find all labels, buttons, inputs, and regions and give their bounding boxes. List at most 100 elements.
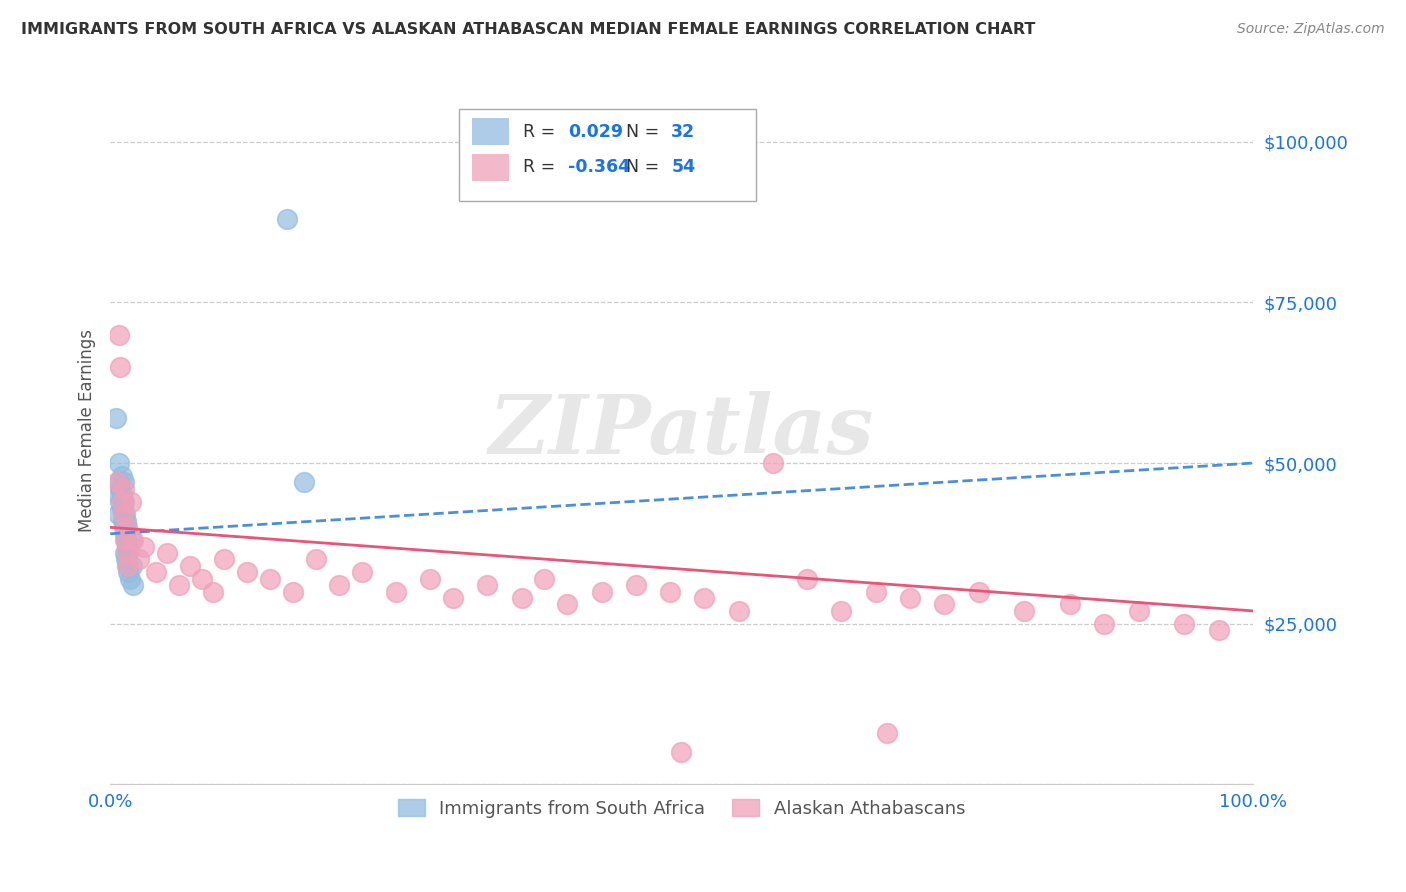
Point (441, 591, 464, 605)
Point (727, 604, 749, 618)
Point (108, 327, 131, 342)
Point (762, 456, 785, 470)
Point (115, 533, 138, 548)
Point (110, 488, 132, 502)
Point (117, 546, 139, 560)
Point (214, 552, 236, 566)
Point (110, 494, 132, 508)
Point (114, 533, 136, 548)
Point (1128, 604, 1150, 618)
Point (107, 488, 129, 502)
Point (1059, 598, 1081, 612)
Text: R =: R = (523, 158, 561, 177)
Point (107, 508, 129, 522)
Point (110, 469, 132, 483)
Text: 0.029: 0.029 (568, 123, 623, 141)
Point (115, 520, 138, 534)
Point (477, 578, 499, 592)
Text: IMMIGRANTS FROM SOUTH AFRICA VS ALASKAN ATHABASCAN MEDIAN FEMALE EARNINGS CORREL: IMMIGRANTS FROM SOUTH AFRICA VS ALASKAN … (21, 22, 1035, 37)
Point (419, 572, 441, 586)
Point (1092, 616, 1115, 631)
Point (115, 552, 138, 566)
Point (156, 546, 179, 560)
Point (624, 578, 647, 592)
FancyBboxPatch shape (458, 109, 756, 202)
Text: ZIPatlas: ZIPatlas (489, 391, 875, 471)
Point (259, 572, 281, 586)
Text: 54: 54 (671, 158, 696, 177)
Text: R =: R = (523, 123, 561, 141)
Point (898, 591, 921, 605)
Point (117, 566, 139, 580)
Point (145, 566, 167, 580)
Point (865, 584, 887, 599)
Point (108, 475, 131, 490)
Point (110, 501, 132, 516)
Point (876, 726, 898, 740)
Point (114, 508, 136, 522)
Point (236, 566, 259, 580)
Point (305, 552, 328, 566)
Point (117, 540, 139, 554)
Point (830, 604, 852, 618)
FancyBboxPatch shape (472, 119, 509, 145)
Point (117, 558, 139, 573)
Point (179, 558, 201, 573)
Point (114, 546, 136, 560)
Point (934, 598, 956, 612)
Point (114, 526, 136, 541)
Point (118, 572, 141, 586)
Point (111, 514, 134, 528)
Point (134, 540, 156, 554)
Point (110, 482, 132, 496)
Point (110, 359, 132, 374)
Point (533, 572, 555, 586)
Point (104, 411, 127, 425)
Point (294, 475, 316, 490)
Text: N =: N = (626, 158, 664, 177)
Text: -0.364: -0.364 (568, 158, 630, 177)
Point (110, 494, 132, 508)
Point (276, 211, 298, 226)
Point (111, 494, 134, 508)
Text: N =: N = (626, 123, 664, 141)
Point (112, 520, 135, 534)
Point (112, 475, 135, 490)
Point (190, 572, 212, 586)
Point (1014, 604, 1036, 618)
Text: Source: ZipAtlas.com: Source: ZipAtlas.com (1237, 22, 1385, 37)
Y-axis label: Median Female Earnings: Median Female Earnings (79, 329, 96, 533)
Point (385, 584, 408, 599)
Point (967, 584, 990, 599)
Point (1173, 616, 1195, 631)
Point (120, 533, 142, 548)
Point (117, 558, 139, 573)
Point (112, 494, 135, 508)
Point (201, 584, 224, 599)
Point (112, 482, 135, 496)
FancyBboxPatch shape (472, 153, 509, 181)
Point (350, 566, 373, 580)
Point (693, 591, 716, 605)
Point (328, 578, 350, 592)
Point (122, 578, 145, 592)
Point (120, 494, 142, 508)
Point (555, 598, 578, 612)
Point (128, 552, 150, 566)
Point (117, 520, 139, 534)
Point (105, 475, 128, 490)
Point (122, 533, 145, 548)
Point (167, 578, 190, 592)
Point (108, 456, 131, 470)
Point (659, 584, 682, 599)
Point (111, 508, 134, 522)
Point (117, 546, 139, 560)
Point (510, 591, 533, 605)
Point (591, 584, 613, 599)
Point (115, 514, 138, 528)
Point (121, 558, 143, 573)
Point (1208, 623, 1230, 637)
Point (796, 572, 818, 586)
Point (671, 745, 693, 759)
Legend: Immigrants from South Africa, Alaskan Athabascans: Immigrants from South Africa, Alaskan At… (391, 792, 973, 825)
